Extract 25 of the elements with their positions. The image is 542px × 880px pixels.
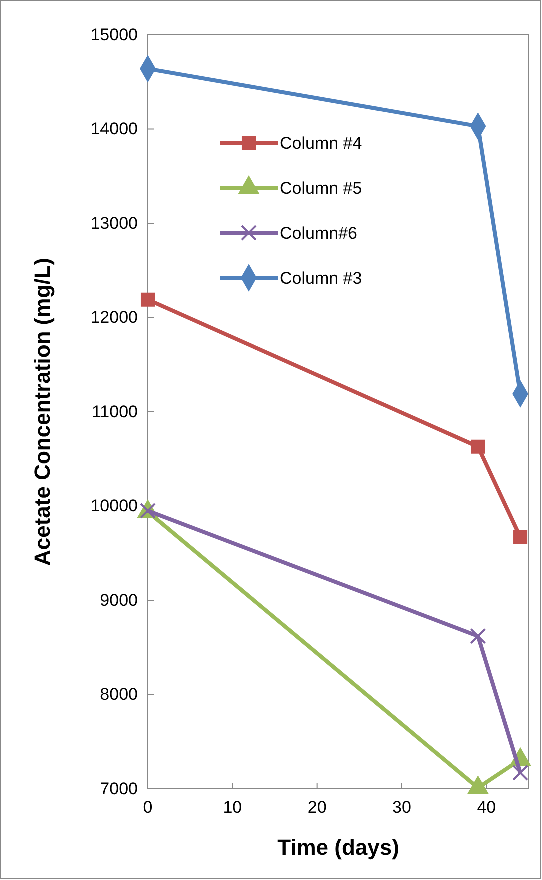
y-tick-label: 10000 xyxy=(90,496,138,516)
y-tick-label: 15000 xyxy=(90,25,138,44)
y-tick-label: 7000 xyxy=(100,779,138,798)
x-tick-label: 40 xyxy=(477,798,496,818)
point xyxy=(470,628,486,644)
x-axis-title: Time (days) xyxy=(278,835,400,860)
x-tick-label: 0 xyxy=(143,798,153,818)
x-tick-label: 30 xyxy=(392,798,412,818)
y-axis-title: Acetate Concentration (mg/L) xyxy=(30,258,55,566)
y-tick-label: 11000 xyxy=(92,402,138,422)
point xyxy=(140,292,156,307)
legend-label: Column #3 xyxy=(280,269,362,288)
legend-label: Column#6 xyxy=(280,224,358,243)
x-tick-label: 10 xyxy=(223,798,242,818)
point xyxy=(512,764,529,781)
y-tick-label: 9000 xyxy=(100,590,138,610)
y-tick-label: 14000 xyxy=(90,120,138,139)
legend-label: Column #4 xyxy=(280,134,362,153)
point xyxy=(514,530,528,544)
legend-label: Column #5 xyxy=(280,179,362,198)
y-tick-label: 8000 xyxy=(100,685,138,704)
y-tick-label: 12000 xyxy=(90,308,138,328)
y-tick-label: 13000 xyxy=(90,214,138,233)
point xyxy=(471,440,486,454)
x-tick-label: 20 xyxy=(308,798,327,818)
